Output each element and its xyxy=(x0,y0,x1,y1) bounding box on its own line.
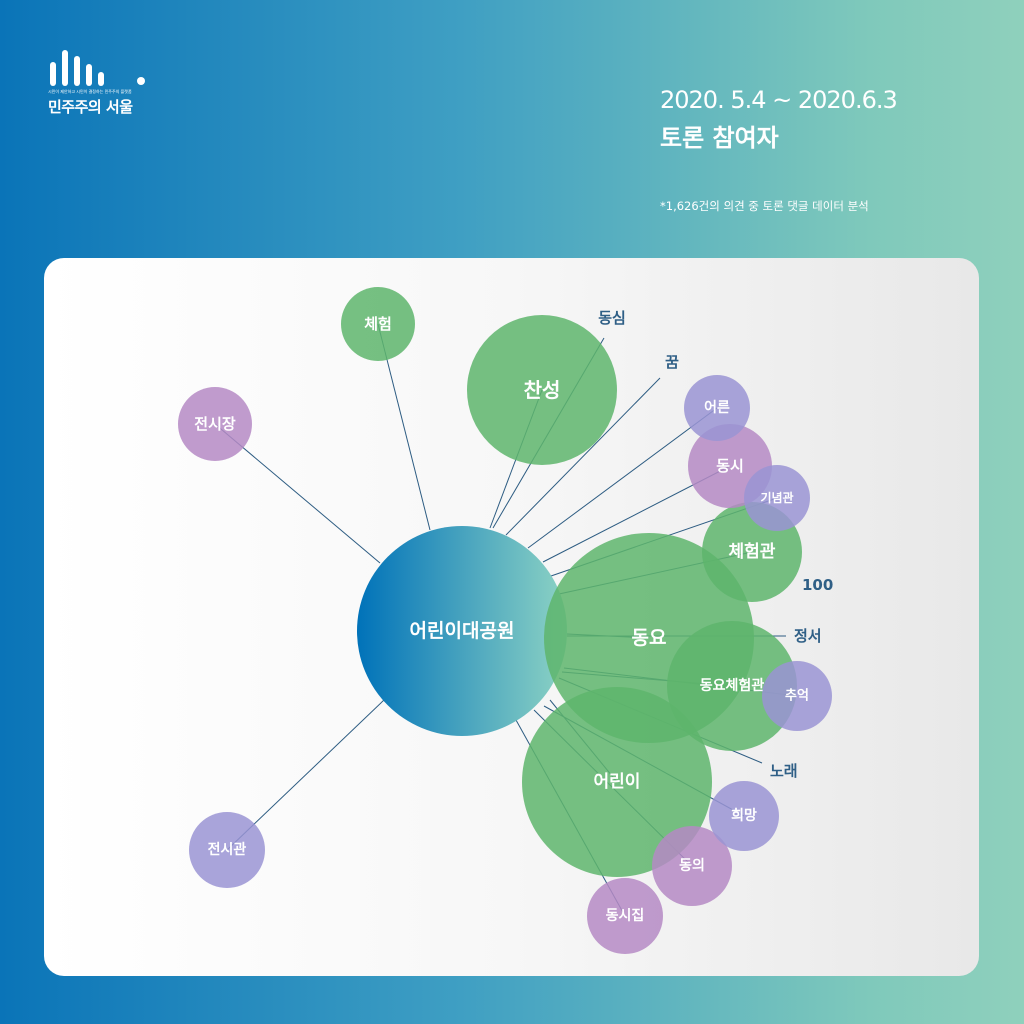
node-label-dongyochehumgwan: 동요체험관 xyxy=(700,677,765,694)
node-huimang xyxy=(709,781,779,851)
node-jeonsijang xyxy=(178,387,252,461)
node-label-chueok: 추억 xyxy=(785,688,809,704)
node-label-eorini: 어린이 xyxy=(594,772,641,792)
node-jeonsigwan xyxy=(189,812,265,888)
node-label-jeonsijang: 전시장 xyxy=(194,415,236,433)
network-card: 어린이대공원 체험 찬성 전시장 어른 동시 기념관 체험관 동요 동요체험관 추억 어린이 희망 동의 동… xyxy=(44,258,979,976)
node-chanseong xyxy=(467,315,617,465)
edge-eoreun xyxy=(527,407,718,549)
center-node xyxy=(357,526,567,736)
node-label-chehum: 체험 xyxy=(364,315,392,333)
logo-bars-icon xyxy=(50,50,145,86)
page-title: 토론 참여자 xyxy=(660,124,779,152)
node-label-dongyo: 동요 xyxy=(632,627,667,649)
term-label-dongsim: 동심 xyxy=(598,309,626,327)
node-label-dongsi: 동시 xyxy=(716,457,744,475)
term-label-kkum: 꿈 xyxy=(665,353,679,371)
node-ginyeomgwan xyxy=(744,465,810,531)
node-dongui xyxy=(652,826,732,906)
node-label-jeonsigwan: 전시관 xyxy=(208,841,247,858)
node-label-huimang: 희망 xyxy=(731,807,757,824)
edge-kkum xyxy=(505,377,661,536)
node-chueok xyxy=(762,661,832,731)
term-label-jeongseo: 정서 xyxy=(794,627,822,645)
node-dongyochehumgwan xyxy=(667,621,797,751)
node-label-dongsijip: 동시집 xyxy=(606,907,645,924)
node-eoreun xyxy=(684,375,750,441)
term-label-hundred: 100 xyxy=(802,576,833,594)
date-range: 2020. 5.4 ~ 2020.6.3 xyxy=(660,86,898,114)
term-label-norae: 노래 xyxy=(770,762,798,780)
node-dongsijip xyxy=(587,878,663,954)
node-label-ginyeomgwan: 기념관 xyxy=(760,490,793,505)
node-label-eoreun: 어른 xyxy=(704,399,730,416)
nodes-group xyxy=(178,287,832,954)
node-label-dongui: 동의 xyxy=(679,857,705,874)
logo-name: 민주주의 서울 xyxy=(48,98,133,116)
node-label-chanseong: 찬성 xyxy=(524,378,561,402)
center-node-label: 어린이대공원 xyxy=(410,620,515,642)
logo: 시민이 제안하고 시민이 결정하는 민주주의 플랫폼 민주주의 서울 xyxy=(48,48,168,120)
node-chehum xyxy=(341,287,415,361)
analysis-note: *1,626건의 의견 중 토론 댓글 데이터 분석 xyxy=(660,199,869,213)
header: 2020. 5.4 ~ 2020.6.3 토론 참여자 xyxy=(660,86,898,153)
logo-tagline: 시민이 제안하고 시민이 결정하는 민주주의 플랫폼 xyxy=(48,89,132,94)
keyword-network-diagram: 어린이대공원체험찬성전시장어른동시기념관체험관동요동요체험관추억어린이희망동의동… xyxy=(178,287,833,954)
node-label-chehumgwan: 체험관 xyxy=(729,541,776,562)
labels-group: 어린이대공원체험찬성전시장어른동시기념관체험관동요동요체험관추억어린이희망동의동… xyxy=(194,309,833,924)
node-eorini xyxy=(522,687,712,877)
